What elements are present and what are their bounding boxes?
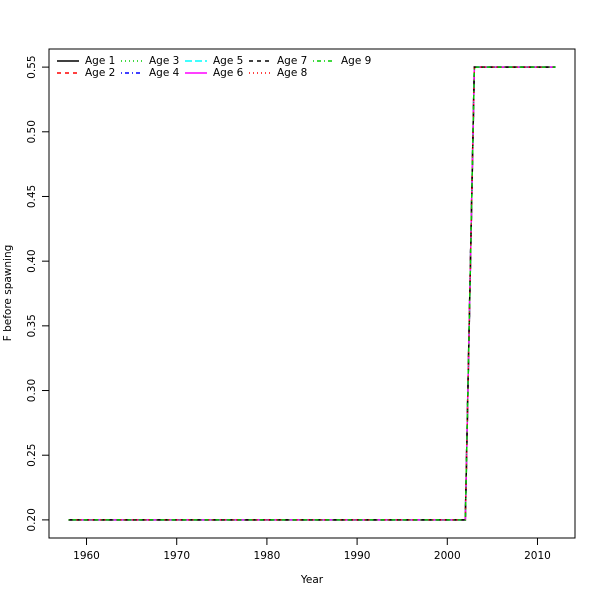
x-tick-label: 1990: [344, 550, 371, 562]
legend-label: Age 7: [277, 55, 307, 67]
x-tick-label: 2010: [524, 550, 551, 562]
y-tick-label: 0.35: [26, 314, 38, 337]
x-tick-label: 2000: [434, 550, 461, 562]
x-tick-label: 1960: [73, 550, 100, 562]
legend-label: Age 8: [277, 67, 307, 79]
series-line: [68, 66, 556, 521]
legend-label: Age 4: [149, 67, 180, 79]
y-tick-label: 0.20: [26, 508, 38, 531]
legend-label: Age 5: [213, 55, 243, 67]
y-tick-label: 0.30: [26, 379, 38, 402]
y-tick-label: 0.55: [26, 55, 38, 78]
x-tick-label: 1980: [254, 550, 281, 562]
legend-label: Age 9: [341, 55, 371, 67]
x-tick-label: 1970: [163, 550, 190, 562]
y-axis-label: F before spawning: [2, 245, 14, 342]
x-axis-label: Year: [300, 574, 324, 586]
legend-label: Age 2: [85, 67, 115, 79]
y-tick-label: 0.45: [26, 185, 38, 208]
legend-label: Age 3: [149, 55, 179, 67]
legend-label: Age 6: [213, 67, 244, 79]
y-tick-label: 0.25: [26, 444, 38, 467]
y-tick-label: 0.50: [26, 120, 38, 143]
y-tick-label: 0.40: [26, 249, 38, 272]
legend-label: Age 1: [85, 55, 115, 67]
